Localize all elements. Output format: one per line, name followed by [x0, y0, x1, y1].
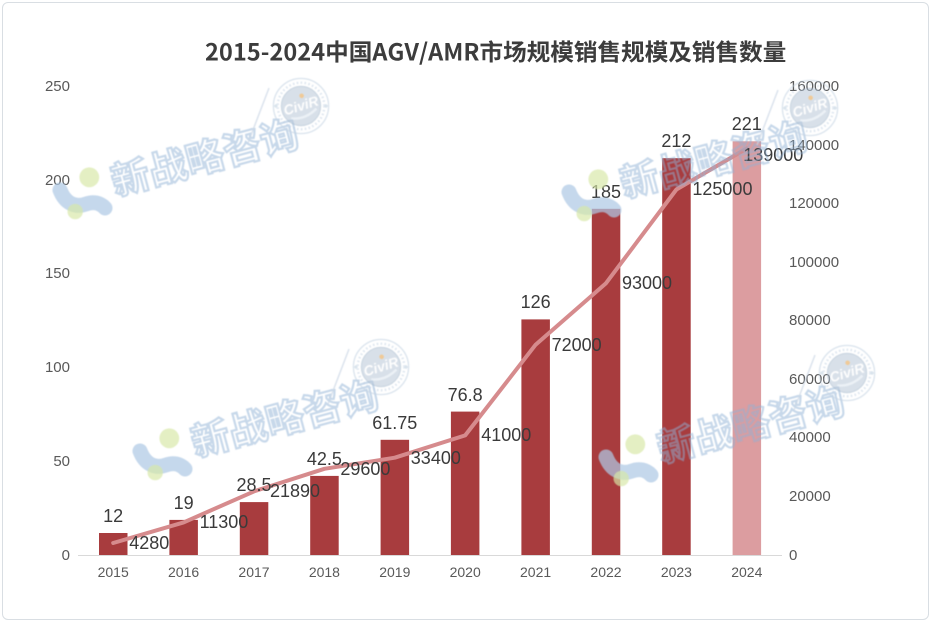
right-axis-tick-120000: 120000	[789, 195, 840, 213]
x-axis-label-2023: 2023	[660, 564, 692, 580]
bar-2024	[732, 141, 762, 556]
bar-label-2024: 221	[731, 114, 762, 135]
bar-label-2016: 19	[173, 492, 194, 513]
bar-label-2015: 12	[103, 506, 124, 526]
bar-label-2019: 61.75	[372, 412, 418, 433]
x-axis-label-2019: 2019	[379, 564, 411, 580]
line-label-2020: 41000	[481, 425, 532, 446]
chart-title-glyphs	[205, 40, 786, 65]
right-axis-tick-20000: 20000	[789, 487, 831, 505]
x-axis-label-2017: 2017	[238, 564, 270, 580]
line-label-2022: 93000	[622, 273, 673, 294]
right-axis-tick-60000: 60000	[789, 370, 831, 388]
right-axis-tick-100000: 100000	[789, 253, 840, 271]
line-label-2023: 125000	[692, 179, 753, 200]
right-axis-tick-80000: 80000	[789, 312, 831, 330]
left-axis-tick-150: 150	[44, 265, 70, 283]
line-label-2017: 21890	[270, 481, 321, 502]
line-label-2019: 33400	[410, 447, 461, 468]
right-axis-tick-160000: 160000	[789, 78, 840, 95]
line-label-2015: 4280	[129, 532, 170, 553]
left-axis-tick-200: 200	[44, 171, 70, 189]
right-axis-tick-140000: 140000	[789, 136, 840, 154]
bar-2022	[591, 208, 621, 556]
line-label-2018: 29600	[340, 458, 391, 479]
sales-line	[111, 146, 749, 545]
x-axis-label-2022: 2022	[590, 564, 622, 580]
bar-label-2020: 76.8	[447, 384, 483, 405]
bar-2017	[239, 502, 269, 556]
chart-title-svg	[205, 40, 786, 65]
left-axis-tick-50: 50	[53, 452, 70, 470]
right-axis-tick-0: 0	[789, 546, 798, 564]
x-axis-label-2018: 2018	[308, 564, 340, 580]
x-axis-label-2024: 2024	[731, 564, 763, 580]
bar-label-2021: 126	[520, 292, 551, 313]
bar-label-2022: 185	[590, 181, 622, 202]
x-axis-label-2021: 2021	[520, 564, 552, 580]
left-axis-tick-100: 100	[44, 359, 70, 377]
bar-2023	[662, 158, 691, 556]
left-axis-tick-250: 250	[44, 78, 70, 95]
line-label-2021: 72000	[551, 334, 602, 355]
right-axis-tick-40000: 40000	[789, 429, 831, 447]
x-axis-label-2015: 2015	[97, 564, 129, 580]
left-axis-tick-0: 0	[61, 546, 70, 564]
line-label-2016: 11300	[199, 512, 249, 533]
bar-2018	[310, 475, 339, 556]
x-axis-label-2016: 2016	[168, 564, 200, 580]
bar-label-2023: 212	[661, 131, 692, 152]
x-axis-label-2020: 2020	[449, 564, 481, 580]
